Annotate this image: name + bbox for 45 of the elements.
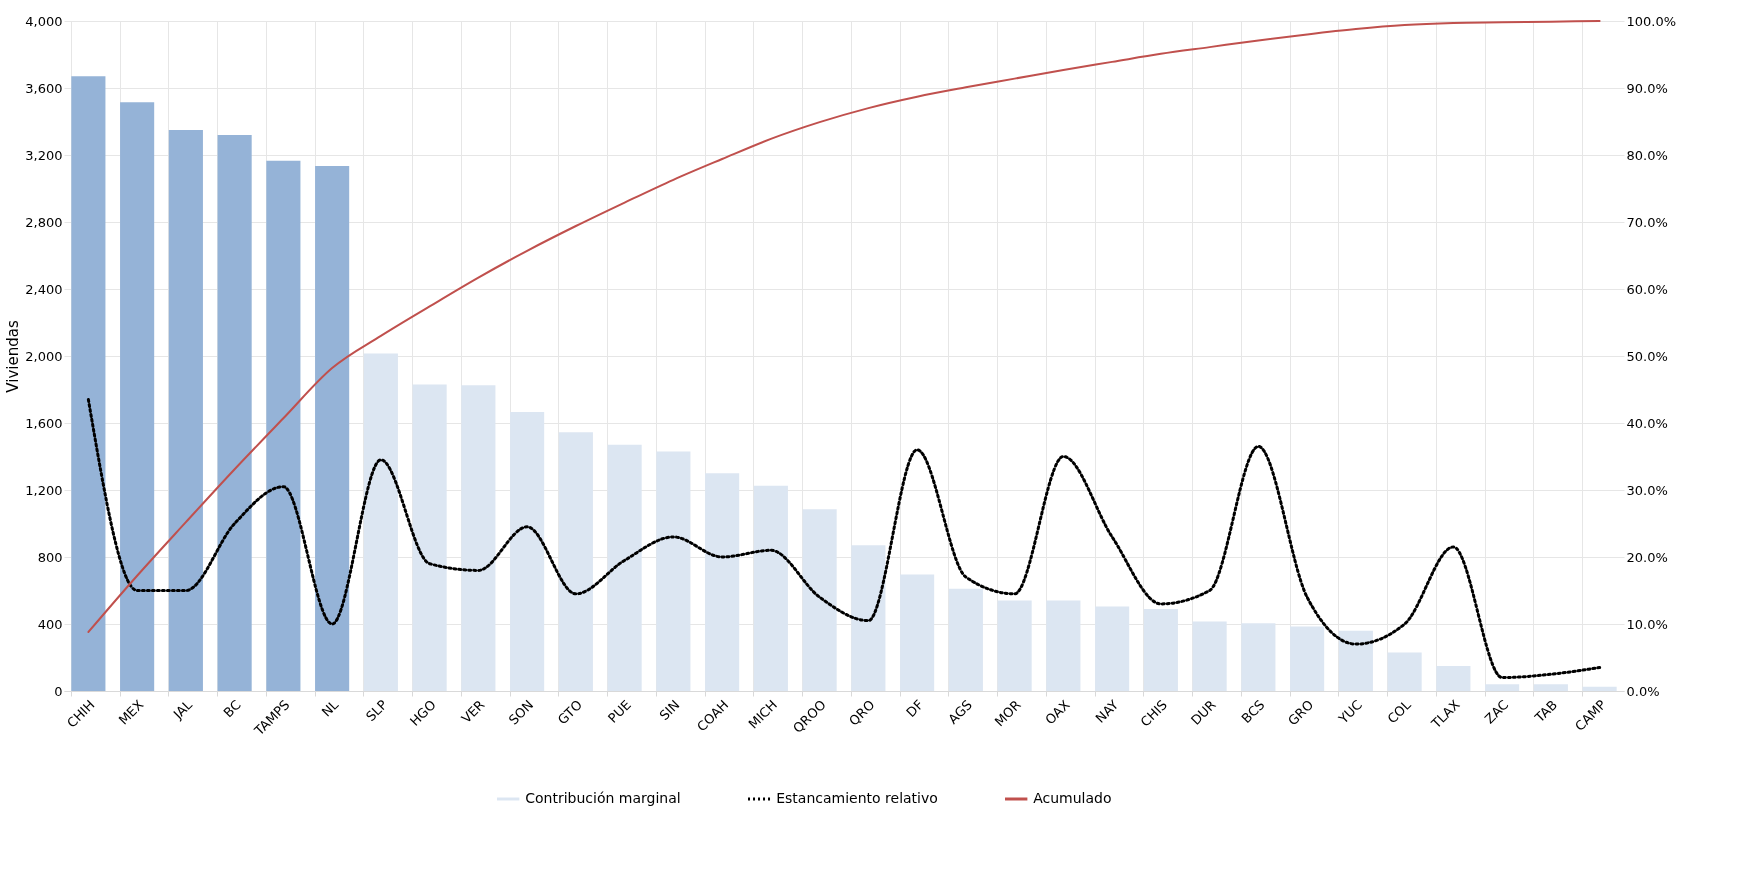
x-tick-label: YUC xyxy=(1334,697,1366,728)
bar xyxy=(266,160,301,691)
y2-tick-label: 0.0% xyxy=(1626,683,1660,699)
bar xyxy=(71,76,106,691)
y-tick-label: 4,000 xyxy=(25,13,63,29)
legend-label: Contribución marginal xyxy=(525,790,681,806)
bar xyxy=(217,134,252,691)
y-tick-label: 1,600 xyxy=(25,415,63,431)
y-tick-label: 2,800 xyxy=(25,214,63,230)
x-tick-label: VER xyxy=(458,697,488,727)
x-tick-label: SIN xyxy=(656,697,683,724)
x-tick-label: NL xyxy=(318,696,342,720)
y2-tick-label: 40.0% xyxy=(1626,415,1668,431)
bar xyxy=(315,165,350,691)
bar xyxy=(168,129,203,691)
y2-tick-label: 100.0% xyxy=(1626,13,1677,29)
x-tick-label: COL xyxy=(1384,696,1415,727)
line-series xyxy=(87,20,1601,634)
y-tick-label: 3,200 xyxy=(25,147,63,163)
y-tick-label: 400 xyxy=(37,616,63,632)
bar xyxy=(120,102,155,691)
x-tick-label: GTO xyxy=(554,697,586,728)
y2-tick-label: 50.0% xyxy=(1626,348,1668,364)
legend-label: Acumulado xyxy=(1033,790,1112,806)
y-axis-title: Viviendas xyxy=(4,320,23,393)
line-series xyxy=(86,398,1602,680)
y-tick-label: 1,200 xyxy=(25,482,63,498)
y-tick-label: 0 xyxy=(54,683,63,699)
x-tick-label: DF xyxy=(903,697,927,721)
y-tick-label: 800 xyxy=(37,549,63,565)
y-tick-label: 2,000 xyxy=(25,348,63,364)
y2-tick-label: 60.0% xyxy=(1626,281,1668,297)
y2-tick-label: 90.0% xyxy=(1626,80,1668,96)
x-tick-label: TAB xyxy=(1531,697,1561,726)
y2-tick-label: 20.0% xyxy=(1626,549,1668,565)
y-tick-label: 2,400 xyxy=(25,281,63,297)
x-tick-label: BC xyxy=(220,697,244,721)
y2-tick-label: 30.0% xyxy=(1626,482,1668,498)
y2-tick-label: 10.0% xyxy=(1626,616,1668,632)
y2-tick-label: 70.0% xyxy=(1626,214,1668,230)
x-tick-label: JAL xyxy=(169,696,196,723)
y2-tick-label: 80.0% xyxy=(1626,147,1668,163)
x-tick-label: SLP xyxy=(362,696,391,725)
y-tick-label: 3,600 xyxy=(25,80,63,96)
legend-label: Estancamiento relativo xyxy=(776,790,938,806)
